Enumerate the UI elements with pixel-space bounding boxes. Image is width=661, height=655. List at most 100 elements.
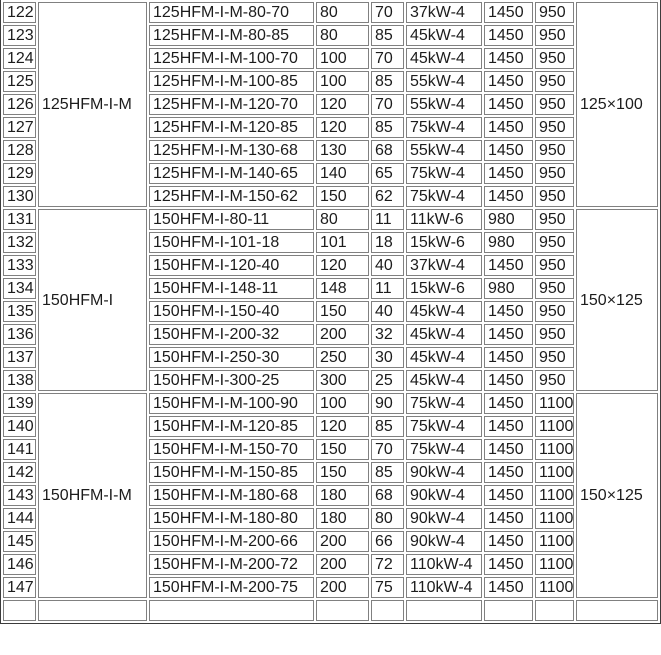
head-cell: 72 [371,554,404,575]
flow-cell: 120 [316,416,369,437]
flow-cell: 200 [316,554,369,575]
speed-cell: 1450 [484,186,533,207]
speed-cell: 1450 [484,140,533,161]
row-number-cell: 127 [3,117,36,138]
speed-cell: 980 [484,209,533,230]
weight-cell: 950 [535,301,574,322]
speed-cell: 1450 [484,163,533,184]
speed-cell: 1450 [484,485,533,506]
table-cell-partial [38,600,147,621]
table-row: 135 150HFM-I-150-40 150 40 45kW-4 1450 950 [3,301,658,322]
row-number-cell: 135 [3,301,36,322]
head-cell: 90 [371,393,404,414]
head-cell: 68 [371,485,404,506]
power-cell: 110kW-4 [406,577,482,598]
table-row: 124 125HFM-I-M-100-70 100 70 45kW-4 1450 950 [3,48,658,69]
head-cell: 66 [371,531,404,552]
power-cell: 90kW-4 [406,531,482,552]
speed-cell: 1450 [484,462,533,483]
speed-cell: 1450 [484,94,533,115]
model-cell: 125HFM-I-M-100-70 [149,48,314,69]
flow-cell: 140 [316,163,369,184]
weight-cell: 1100 [535,577,574,598]
row-number-cell: 133 [3,255,36,276]
power-cell: 90kW-4 [406,462,482,483]
head-cell: 85 [371,71,404,92]
row-number-cell: 137 [3,347,36,368]
speed-cell: 1450 [484,531,533,552]
head-cell: 70 [371,439,404,460]
row-number-cell: 143 [3,485,36,506]
model-cell: 125HFM-I-M-150-62 [149,186,314,207]
model-cell: 150HFM-I-M-150-85 [149,462,314,483]
row-number-cell: 122 [3,2,36,23]
flow-cell: 100 [316,48,369,69]
table-row: 133 150HFM-I-120-40 120 40 37kW-4 1450 950 [3,255,658,276]
table-row: 144 150HFM-I-M-180-80 180 80 90kW-4 1450 1100 [3,508,658,529]
group-name-cell: 125HFM-I-M [38,2,147,207]
flow-cell: 148 [316,278,369,299]
table-row: 134 150HFM-I-148-11 148 11 15kW-6 980 950 [3,278,658,299]
table-cell-partial [3,600,36,621]
flow-cell: 120 [316,94,369,115]
table-cell-partial [149,600,314,621]
table-row-partial [3,600,658,621]
table-row: 126 125HFM-I-M-120-70 120 70 55kW-4 1450 950 [3,94,658,115]
power-cell: 75kW-4 [406,416,482,437]
partial-row-bottom [3,600,658,621]
head-cell: 70 [371,48,404,69]
table-row: 146 150HFM-I-M-200-72 200 72 110kW-4 1450 1100 [3,554,658,575]
weight-cell: 950 [535,186,574,207]
speed-cell: 1450 [484,301,533,322]
flow-cell: 200 [316,324,369,345]
weight-cell: 1100 [535,554,574,575]
size-cell: 150×125 [576,393,658,598]
power-cell: 45kW-4 [406,370,482,391]
table-row: 132 150HFM-I-101-18 101 18 15kW-6 980 950 [3,232,658,253]
head-cell: 70 [371,2,404,23]
weight-cell: 950 [535,232,574,253]
weight-cell: 950 [535,2,574,23]
model-cell: 150HFM-I-M-120-85 [149,416,314,437]
head-cell: 11 [371,278,404,299]
head-cell: 11 [371,209,404,230]
head-cell: 85 [371,117,404,138]
weight-cell: 950 [535,278,574,299]
speed-cell: 1450 [484,393,533,414]
table-row: 143 150HFM-I-M-180-68 180 68 90kW-4 1450 1100 [3,485,658,506]
head-cell: 32 [371,324,404,345]
flow-cell: 150 [316,462,369,483]
table-row: 128 125HFM-I-M-130-68 130 68 55kW-4 1450 950 [3,140,658,161]
head-cell: 62 [371,186,404,207]
power-cell: 45kW-4 [406,48,482,69]
row-number-cell: 134 [3,278,36,299]
model-cell: 150HFM-I-80-11 [149,209,314,230]
model-cell: 150HFM-I-M-150-70 [149,439,314,460]
flow-cell: 180 [316,508,369,529]
power-cell: 110kW-4 [406,554,482,575]
speed-cell: 980 [484,278,533,299]
power-cell: 75kW-4 [406,393,482,414]
weight-cell: 950 [535,163,574,184]
head-cell: 85 [371,25,404,46]
head-cell: 70 [371,94,404,115]
row-number-cell: 138 [3,370,36,391]
table-row: 125 125HFM-I-M-100-85 100 85 55kW-4 1450 950 [3,71,658,92]
weight-cell: 950 [535,370,574,391]
pump-spec-table: 122 125HFM-I-M 125HFM-I-M-80-70 80 70 37kW-4 1… [0,0,661,624]
flow-cell: 80 [316,2,369,23]
model-cell: 125HFM-I-M-140-65 [149,163,314,184]
weight-cell: 950 [535,324,574,345]
head-cell: 85 [371,416,404,437]
row-number-cell: 136 [3,324,36,345]
power-cell: 75kW-4 [406,117,482,138]
row-number-cell: 129 [3,163,36,184]
table-cell-partial [316,600,369,621]
row-number-cell: 126 [3,94,36,115]
row-number-cell: 145 [3,531,36,552]
table-row: 136 150HFM-I-200-32 200 32 45kW-4 1450 950 [3,324,658,345]
power-cell: 45kW-4 [406,324,482,345]
row-number-cell: 147 [3,577,36,598]
model-cell: 125HFM-I-M-120-85 [149,117,314,138]
head-cell: 30 [371,347,404,368]
